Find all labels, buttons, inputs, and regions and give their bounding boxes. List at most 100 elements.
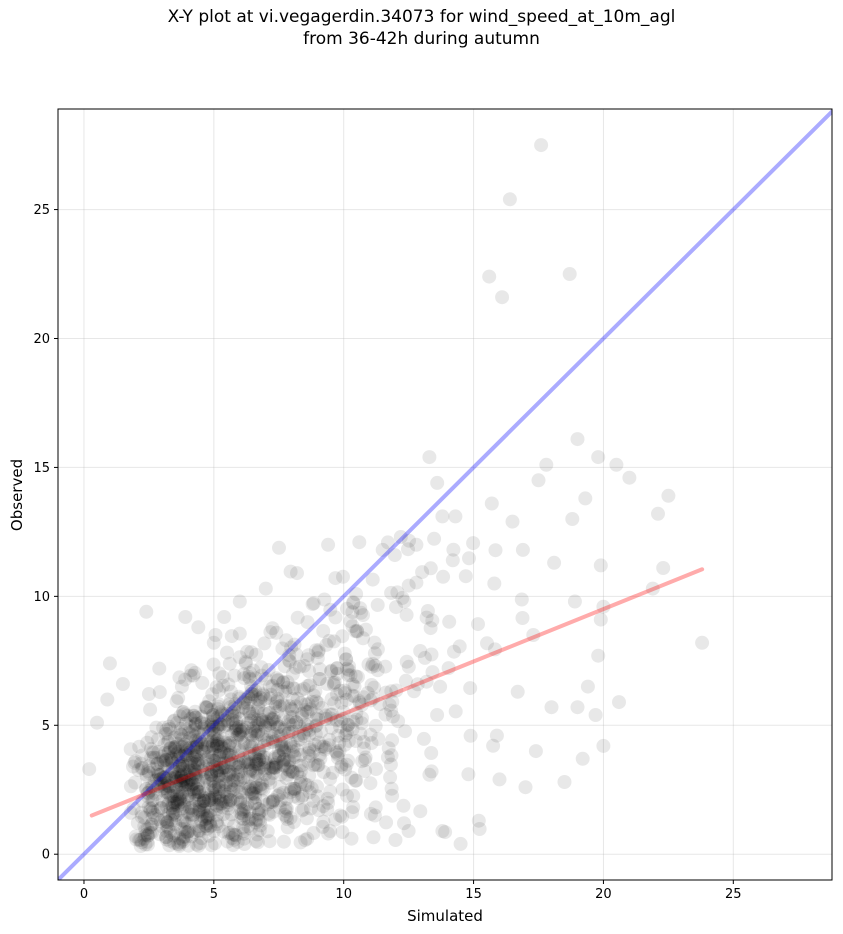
scatter-point bbox=[167, 835, 182, 850]
scatter-point bbox=[335, 782, 350, 797]
scatter-point bbox=[292, 758, 307, 773]
scatter-point bbox=[220, 717, 235, 732]
scatter-point bbox=[334, 760, 349, 775]
scatter-point bbox=[209, 680, 224, 695]
scatter-point bbox=[166, 804, 180, 818]
scatter-point bbox=[224, 700, 238, 714]
scatter-point bbox=[364, 736, 379, 750]
scatter-point bbox=[317, 592, 332, 607]
scatter-point bbox=[489, 728, 504, 743]
scatter-point bbox=[237, 756, 252, 770]
scatter-point bbox=[197, 720, 212, 734]
scatter-point bbox=[258, 581, 273, 596]
scatter-point bbox=[151, 779, 166, 794]
scatter-point bbox=[201, 749, 216, 764]
scatter-point bbox=[409, 537, 424, 552]
scatter-point bbox=[211, 732, 226, 747]
scatter-point bbox=[234, 811, 249, 825]
scatter-point bbox=[213, 772, 227, 787]
scatter-point bbox=[225, 713, 240, 728]
scatter-point bbox=[290, 691, 305, 706]
scatter-point bbox=[249, 647, 264, 662]
scatter-point bbox=[293, 777, 308, 791]
scatter-point bbox=[290, 566, 304, 581]
scatter-point bbox=[249, 780, 264, 795]
scatter-point bbox=[335, 825, 350, 840]
scatter-point bbox=[197, 799, 212, 814]
scatter-point bbox=[173, 773, 188, 788]
scatter-point bbox=[291, 791, 306, 805]
scatter-point bbox=[211, 775, 226, 790]
scatter-point bbox=[330, 666, 345, 681]
scatter-point bbox=[248, 671, 263, 686]
scatter-point bbox=[160, 778, 175, 793]
scatter-point bbox=[358, 622, 373, 637]
scatter-point bbox=[209, 807, 224, 822]
scatter-point bbox=[275, 754, 290, 769]
scatter-point bbox=[211, 782, 226, 797]
scatter-point bbox=[210, 719, 225, 733]
scatter-point bbox=[228, 721, 243, 736]
scatter-point bbox=[247, 787, 262, 802]
scatter-point bbox=[166, 800, 181, 815]
scatter-point bbox=[270, 704, 285, 719]
scatter-point bbox=[169, 770, 183, 784]
scatter-point bbox=[202, 790, 216, 805]
scatter-point bbox=[210, 814, 224, 829]
scatter-point bbox=[224, 753, 239, 767]
scatter-point bbox=[258, 671, 273, 686]
scatter-point bbox=[138, 837, 153, 852]
scatter-point bbox=[328, 571, 343, 586]
scatter-point bbox=[203, 776, 217, 791]
scatter-point bbox=[277, 745, 291, 759]
scatter-point bbox=[202, 725, 216, 740]
scatter-point bbox=[242, 739, 257, 753]
scatter-point bbox=[375, 542, 390, 557]
scatter-point bbox=[249, 728, 264, 743]
scatter-point bbox=[206, 759, 221, 774]
scatter-point bbox=[249, 751, 264, 766]
scatter-point bbox=[187, 748, 202, 762]
scatter-point bbox=[202, 762, 217, 776]
scatter-point bbox=[196, 762, 211, 777]
scatter-point bbox=[221, 826, 236, 841]
scatter-point bbox=[267, 728, 282, 743]
scatter-point bbox=[161, 745, 176, 760]
scatter-point bbox=[172, 787, 187, 802]
scatter-point bbox=[216, 824, 231, 839]
scatter-point bbox=[273, 793, 288, 808]
scatter-point bbox=[270, 691, 285, 706]
scatter-point bbox=[539, 457, 554, 472]
scatter-point bbox=[202, 694, 217, 709]
scatter-point bbox=[243, 764, 257, 778]
scatter-point bbox=[297, 681, 312, 696]
scatter-point bbox=[194, 709, 209, 724]
scatter-point bbox=[164, 753, 179, 768]
scatter-point bbox=[204, 767, 219, 782]
scatter-point bbox=[217, 708, 232, 723]
scatter-point bbox=[202, 815, 217, 830]
scatter-point bbox=[321, 537, 336, 552]
scatter-point bbox=[364, 678, 379, 692]
scatter-point bbox=[231, 728, 246, 743]
scatter-point bbox=[185, 724, 200, 738]
scatter-point bbox=[345, 722, 360, 737]
scatter-point bbox=[82, 762, 97, 777]
scatter-point bbox=[413, 644, 428, 658]
scatter-point bbox=[231, 704, 246, 719]
scatter-point bbox=[189, 837, 204, 852]
scatter-point bbox=[310, 758, 325, 773]
scatter-point bbox=[191, 753, 206, 768]
scatter-point bbox=[212, 666, 227, 681]
scatter-point bbox=[284, 781, 299, 796]
scatter-point bbox=[158, 726, 173, 741]
scatter-point bbox=[280, 812, 295, 827]
scatter-point bbox=[149, 773, 164, 787]
scatter-point bbox=[134, 809, 149, 824]
scatter-point bbox=[145, 805, 160, 819]
scatter-point bbox=[137, 819, 152, 834]
scatter-point bbox=[189, 781, 204, 796]
scatter-point bbox=[323, 824, 338, 838]
scatter-point bbox=[191, 823, 206, 838]
scatter-point bbox=[283, 710, 298, 725]
